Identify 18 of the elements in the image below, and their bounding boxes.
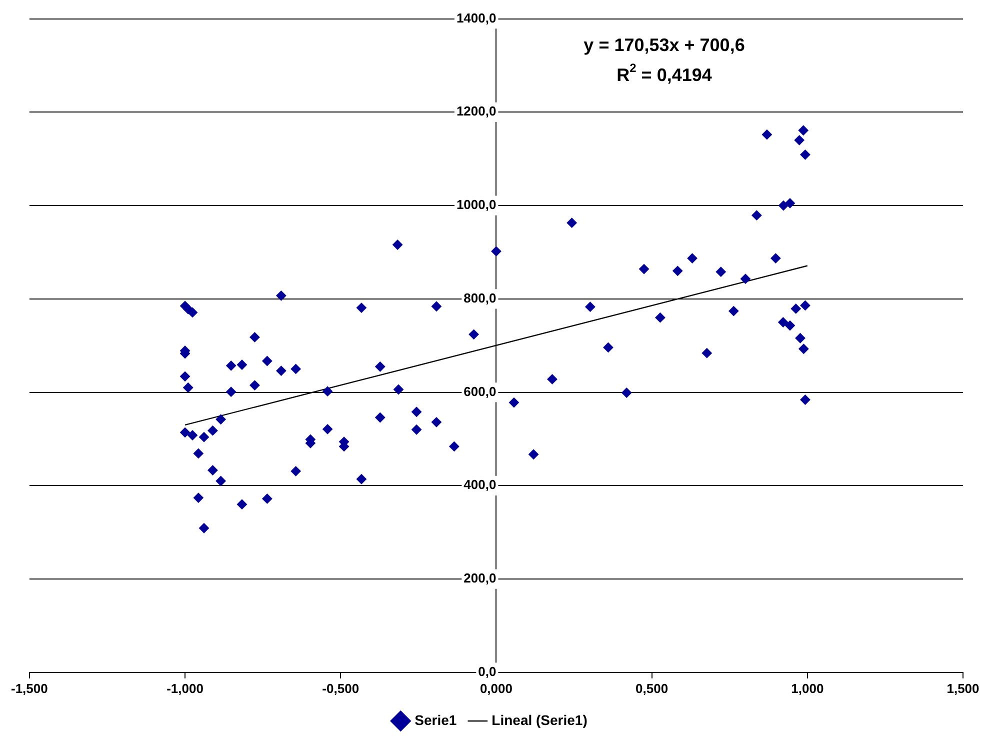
y-tick-label: 1400,0: [456, 10, 496, 26]
y-tick-label: 0,0: [478, 664, 496, 679]
x-tick-label: -1,500: [10, 680, 48, 696]
y-tick-label: 800,0: [464, 290, 496, 306]
y-tick-label: 200,0: [464, 570, 496, 586]
y-tick-label: 400,0: [464, 477, 496, 492]
x-tick-label: 1,500: [946, 680, 980, 696]
annotation: y = 170,53x + 700,6: [584, 34, 745, 55]
x-tick-label: 1,000: [791, 680, 824, 696]
x-tick-label: 0,500: [636, 680, 668, 696]
y-tick-label: 1200,0: [456, 104, 496, 119]
legend-label: Serie1: [414, 712, 457, 728]
y-tick-label: 600,0: [464, 384, 496, 399]
x-tick-label: -0,500: [322, 680, 360, 696]
y-tick-label: 1000,0: [456, 197, 496, 212]
x-tick-label: -1,000: [166, 680, 204, 696]
x-tick-label: 0,000: [480, 680, 512, 696]
legend-label: Lineal (Serie1): [492, 712, 588, 728]
